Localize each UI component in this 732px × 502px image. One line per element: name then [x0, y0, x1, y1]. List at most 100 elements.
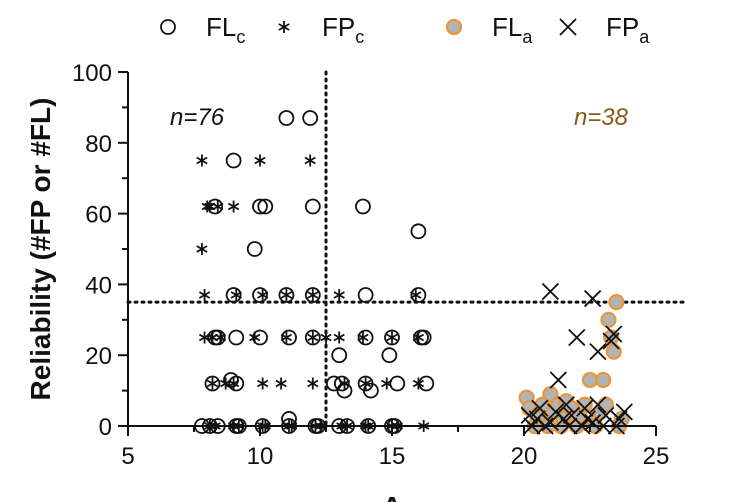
point-FLc-8 — [225, 152, 242, 169]
annotation-right: n=38 — [574, 104, 629, 131]
point-FLc-14 — [246, 241, 263, 257]
legend-label-FPa: FPa — [606, 12, 650, 47]
threshold-lines — [126, 70, 686, 428]
annotation-left: n=76 — [170, 104, 225, 131]
point-FLc-48 — [410, 223, 427, 240]
point-FLa-26 — [608, 294, 625, 311]
point-FPc-46 — [386, 331, 398, 344]
point-FLa-17 — [581, 371, 599, 389]
legend-marker-FLc — [160, 19, 176, 35]
point-FPc-45 — [381, 377, 393, 390]
point-FPa-13 — [568, 328, 586, 347]
point-FLc-44 — [384, 329, 400, 346]
legend-entry-FPa: FPa — [559, 12, 650, 47]
point-FPa-8 — [549, 371, 567, 389]
point-FLc-27 — [304, 287, 321, 303]
legend-marker-FLa — [445, 18, 463, 36]
point-FPc-36 — [333, 289, 345, 302]
point-FPc-35 — [320, 331, 332, 344]
point-FLc-42 — [362, 382, 379, 399]
point-FPc-26 — [280, 331, 293, 344]
point-FLa-25 — [605, 343, 622, 360]
point-FPc-29 — [304, 154, 316, 167]
point-FPc-0 — [196, 154, 208, 167]
point-FLc-17 — [252, 287, 268, 303]
point-FPc-32 — [307, 377, 319, 390]
point-FLc-25 — [302, 110, 319, 126]
point-FLc-38 — [357, 287, 374, 303]
legend-label-FPc: FPc — [322, 12, 364, 47]
point-FLc-19 — [257, 198, 274, 215]
x-tick-label-10: 10 — [247, 443, 274, 470]
point-FPa-27 — [615, 403, 633, 421]
point-FPc-14 — [227, 377, 240, 390]
point-FPc-37 — [333, 331, 345, 344]
y-tick-label-100: 100 — [72, 60, 112, 87]
point-FLa-16 — [576, 396, 593, 413]
point-FLc-22 — [281, 329, 297, 346]
point-FLc-9 — [225, 287, 242, 303]
legend-marker-FPa — [559, 18, 577, 36]
point-FPa-16 — [578, 410, 596, 428]
y-tick-label-80: 80 — [85, 131, 112, 158]
point-FPc-25 — [280, 289, 293, 302]
y-tick-label-20: 20 — [85, 343, 112, 370]
x-tick-label-15: 15 — [379, 443, 406, 470]
legend-entry-FLc: FLc — [160, 12, 245, 47]
point-FLc-26 — [304, 198, 321, 215]
point-FPc-18 — [249, 331, 261, 344]
point-FLc-52 — [418, 375, 435, 392]
y-axis-title: Reliability (#FP or #FL) — [25, 98, 56, 401]
point-FPc-51 — [412, 377, 425, 390]
y-tick-label-0: 0 — [99, 414, 112, 441]
point-FLc-10 — [228, 329, 245, 346]
point-FPa-19 — [589, 343, 607, 361]
point-FPa-6 — [541, 413, 560, 432]
x-tick-label-5: 5 — [121, 443, 134, 470]
point-FPa-26 — [610, 410, 628, 428]
y-tick-label-40: 40 — [85, 272, 112, 299]
point-FPa-17 — [584, 289, 602, 308]
point-FPc-21 — [256, 377, 269, 390]
point-FPc-16 — [230, 289, 242, 302]
x-tick-label-25: 25 — [643, 443, 670, 470]
legend: FLc FPc FLa FPa — [160, 12, 650, 47]
point-FPc-19 — [254, 154, 266, 167]
point-FLc-15 — [252, 198, 268, 215]
point-FPc-30 — [307, 289, 319, 302]
point-FPc-24 — [275, 377, 287, 390]
point-FPc-8 — [206, 377, 219, 390]
point-FLc-11 — [228, 375, 245, 392]
legend-entry-FPc: FPc — [278, 12, 364, 47]
point-FPa-24 — [605, 325, 623, 343]
point-FLc-28 — [304, 329, 321, 346]
legend-label-FLc: FLc — [206, 12, 245, 47]
point-FLa-21 — [595, 371, 612, 389]
annotations: n=76 n=38 — [170, 104, 629, 131]
legend-marker-FPc — [278, 21, 290, 33]
point-FLc-39 — [357, 329, 374, 346]
point-FPc-31 — [307, 331, 319, 344]
point-FPa-3 — [531, 399, 549, 417]
point-FLa-23 — [600, 311, 617, 328]
point-FPc-2 — [198, 289, 211, 302]
point-FPc-39 — [338, 377, 351, 390]
point-FLc-20 — [278, 110, 295, 126]
point-FPc-41 — [357, 331, 369, 344]
y-tick-label-60: 60 — [85, 202, 112, 229]
x-axis-title: A — [382, 491, 402, 502]
point-FLc-21 — [278, 287, 295, 303]
point-FLc-43 — [381, 347, 398, 364]
legend-entry-FLa: FLa — [445, 12, 533, 47]
point-FLc-47 — [389, 375, 406, 392]
point-FPc-50 — [412, 331, 425, 344]
point-FPc-1 — [196, 243, 208, 255]
data-points — [194, 110, 633, 435]
point-FPa-5 — [541, 282, 560, 301]
point-FLc-34 — [333, 375, 350, 392]
legend-label-FLa: FLa — [492, 12, 533, 47]
point-FLc-32 — [331, 347, 348, 364]
point-FLc-37 — [355, 198, 371, 215]
point-FPc-20 — [256, 289, 269, 302]
point-FPc-49 — [410, 289, 422, 302]
